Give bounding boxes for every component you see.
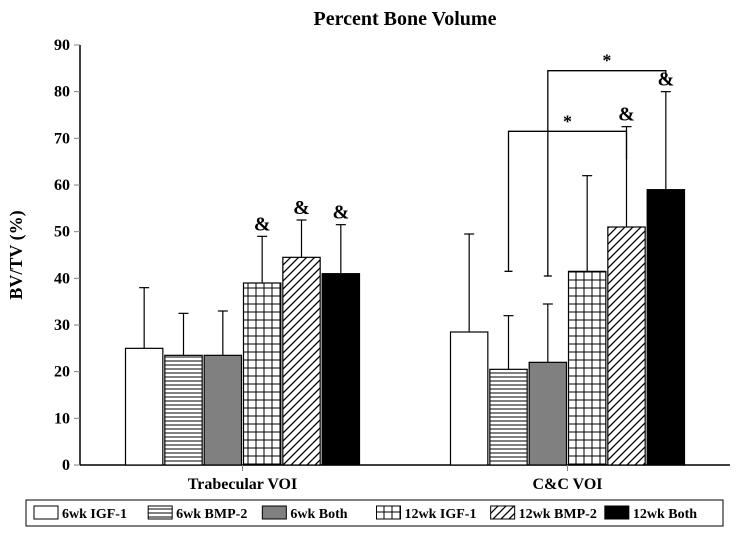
y-tick-label: 0 bbox=[62, 457, 70, 474]
y-tick-label: 80 bbox=[54, 84, 70, 101]
bar-pattern bbox=[608, 227, 645, 465]
y-tick-label: 40 bbox=[54, 270, 70, 287]
y-tick-label: 50 bbox=[54, 224, 70, 241]
bar bbox=[322, 274, 359, 465]
y-tick-label: 90 bbox=[54, 37, 70, 54]
legend-label: 6wk IGF-1 bbox=[62, 507, 127, 522]
y-tick-label: 10 bbox=[54, 410, 70, 427]
x-group-label: Trabecular VOI bbox=[188, 476, 297, 493]
bar-pattern bbox=[244, 283, 281, 465]
annotation-symbol: & bbox=[293, 197, 310, 219]
bar-pattern bbox=[569, 271, 606, 465]
bar bbox=[204, 355, 241, 465]
sig-label: * bbox=[602, 51, 611, 71]
legend-swatch-pattern bbox=[491, 506, 515, 519]
legend-swatch bbox=[34, 506, 58, 519]
bar-pattern bbox=[165, 355, 202, 465]
chart-container: Percent Bone Volume 0 10 20 30 40 50 60 70 80 90 BV… bbox=[0, 0, 749, 539]
bar bbox=[451, 332, 488, 465]
y-tick-label: 20 bbox=[54, 364, 70, 381]
legend-swatch bbox=[262, 506, 286, 519]
annotation-symbol: & bbox=[618, 104, 635, 126]
legend-label: 12wk Both bbox=[633, 507, 697, 522]
legend-swatch-pattern bbox=[148, 506, 172, 519]
bar bbox=[529, 362, 566, 465]
annotation-symbol: & bbox=[332, 202, 349, 224]
legend-label: 12wk BMP-2 bbox=[519, 507, 597, 522]
sig-label: * bbox=[563, 111, 572, 131]
y-tick-label: 60 bbox=[54, 177, 70, 194]
y-tick-label: 70 bbox=[54, 130, 70, 147]
y-tick-label: 30 bbox=[54, 317, 70, 334]
x-group-label: C&C VOI bbox=[532, 476, 602, 493]
chart-title: Percent Bone Volume bbox=[314, 8, 497, 30]
bar bbox=[126, 348, 163, 465]
legend-label: 12wk IGF-1 bbox=[405, 507, 477, 522]
bar bbox=[647, 190, 684, 465]
annotation-symbol: & bbox=[254, 213, 271, 235]
legend-label: 6wk BMP-2 bbox=[176, 507, 247, 522]
bar-chart-svg: Percent Bone Volume 0 10 20 30 40 50 60 70 80 90 BV… bbox=[0, 0, 749, 539]
legend-swatch-pattern bbox=[377, 506, 401, 519]
legend-label: 6wk Both bbox=[290, 507, 347, 522]
legend-swatch bbox=[605, 506, 629, 519]
y-axis-label: BV/TV (%) bbox=[6, 210, 27, 299]
bar-pattern bbox=[490, 369, 527, 465]
bar-pattern bbox=[283, 257, 320, 465]
